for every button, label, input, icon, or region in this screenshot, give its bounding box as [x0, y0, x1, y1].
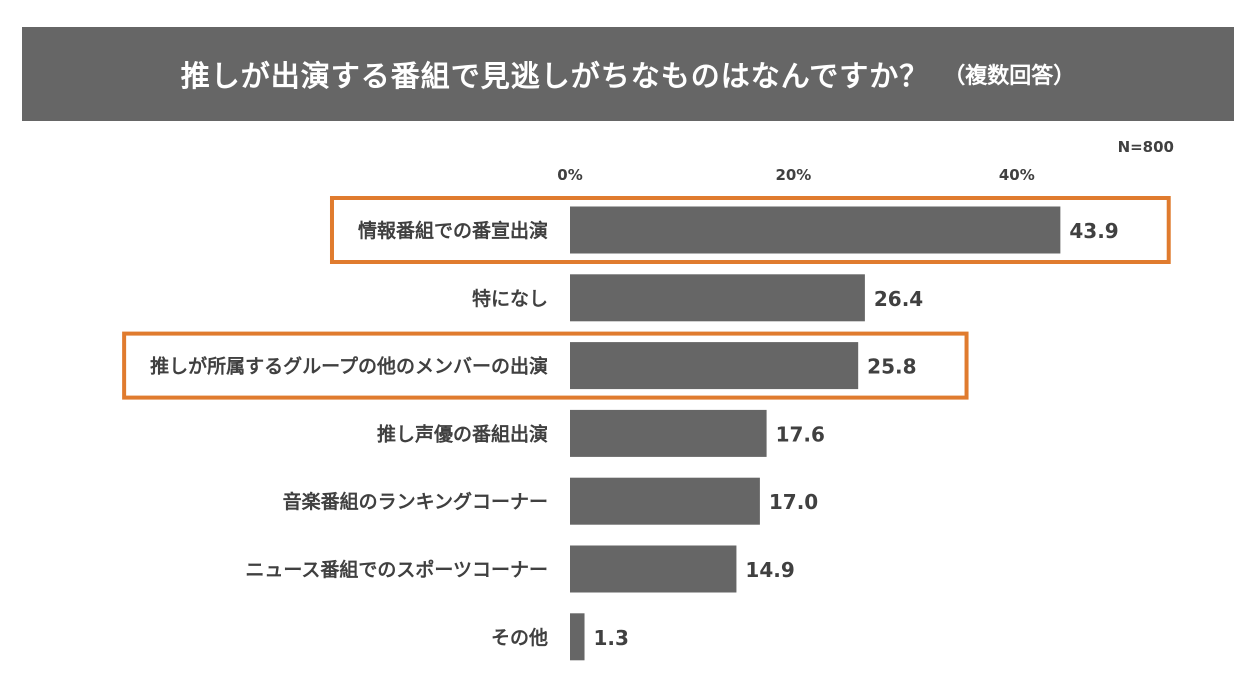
x-tick-label: 40% — [999, 166, 1035, 184]
bar — [570, 274, 865, 322]
category-label: その他 — [491, 626, 548, 649]
value-label: 17.0 — [769, 490, 818, 514]
category-label: 音楽番組のランキングコーナー — [283, 490, 548, 513]
category-label: 推し声優の番組出演 — [377, 422, 548, 445]
chart-subtitle: （複数回答） — [943, 64, 1076, 89]
x-axis-ticks: 0% 20% 40% — [557, 166, 1034, 184]
category-label: ニュース番組でのスポーツコーナー — [245, 558, 548, 581]
value-label: 43.9 — [1069, 219, 1118, 243]
category-label: 推しが所属するグループの他のメンバーの出演 — [150, 355, 548, 378]
highlight-boxes — [122, 196, 1171, 400]
category-label: 特になし — [472, 288, 548, 310]
bar — [570, 409, 767, 457]
value-label: 17.6 — [776, 422, 825, 446]
bar — [570, 206, 1061, 254]
bar — [570, 342, 859, 390]
value-label: 26.4 — [874, 287, 923, 311]
value-label: 25.8 — [867, 355, 916, 379]
bar — [570, 613, 585, 661]
title-bar: 推しが出演する番組で見逃しがちなものはなんですか？ （複数回答） — [22, 27, 1234, 121]
x-tick-label: 20% — [775, 166, 811, 184]
highlight-box — [329, 196, 1171, 264]
value-label: 14.9 — [745, 558, 794, 582]
bar — [570, 477, 760, 525]
value-label: 1.3 — [594, 626, 629, 650]
bar — [570, 545, 737, 593]
bars: 情報番組での番宣出演 43.9 特になし 26.4 推しが所属するグループの他のメンバー… — [150, 206, 1119, 661]
chart-title: 推しが出演する番組で見逃しがちなものはなんですか？ — [180, 59, 930, 93]
sample-size-label: N=800 — [1117, 138, 1174, 156]
x-tick-label: 0% — [557, 166, 582, 184]
category-label: 情報番組での番宣出演 — [358, 219, 548, 242]
highlight-box — [122, 331, 969, 400]
